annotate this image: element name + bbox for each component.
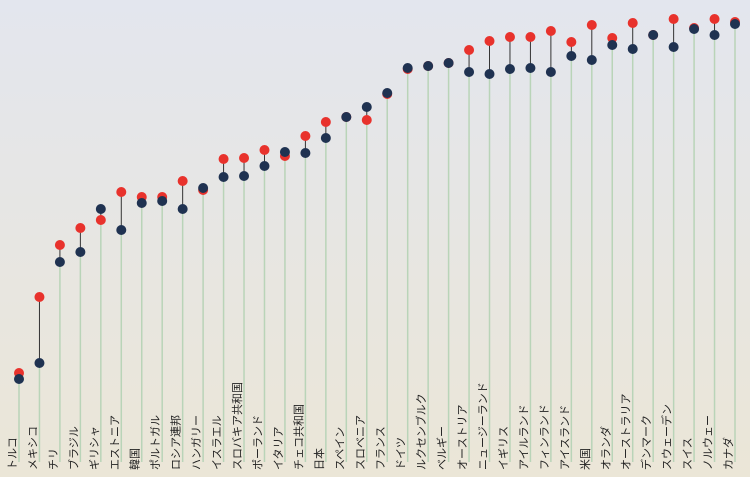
dot: [607, 40, 618, 50]
x-tick-label: エストニア: [108, 415, 121, 470]
dot: [709, 30, 720, 40]
dot: [259, 145, 270, 155]
dot: [464, 45, 475, 55]
dot: [484, 36, 495, 46]
x-tick-label: チェコ共和国: [292, 404, 305, 470]
dot: [627, 44, 638, 54]
dot: [177, 176, 188, 186]
x-tick-label: デンマーク: [639, 415, 653, 470]
dot: [566, 37, 577, 47]
dot: [279, 147, 290, 157]
x-tick-label: ハンガリー: [190, 415, 203, 470]
x-tick-label: ポルトガル: [149, 415, 162, 470]
dot: [402, 63, 413, 73]
x-tick-label: ニュージーランド: [477, 382, 490, 470]
dot: [54, 257, 65, 267]
x-tick-label: ルクセンブルク: [414, 393, 428, 470]
dot: [484, 69, 495, 79]
dot: [239, 171, 250, 181]
dot: [116, 187, 127, 197]
x-tick-label: スウェーデン: [660, 404, 674, 470]
dot: [525, 32, 536, 42]
dot: [54, 240, 65, 250]
x-tick-label: ドイツ: [395, 437, 408, 470]
x-tick-label: ベルギー: [436, 426, 449, 470]
dot: [668, 14, 679, 24]
dot: [34, 358, 45, 368]
dot: [300, 131, 311, 141]
dot: [34, 292, 45, 302]
dot: [545, 26, 556, 36]
x-tick-label: カナダ: [721, 437, 735, 470]
dot: [136, 198, 147, 208]
x-tick-label: スロバキア共和国: [231, 382, 244, 470]
dot: [320, 133, 331, 143]
dot: [730, 19, 740, 29]
dot: [504, 64, 515, 74]
dot: [423, 61, 434, 71]
dot: [525, 63, 536, 73]
dot: [566, 51, 577, 61]
dot: [95, 215, 106, 225]
dot: [218, 172, 229, 182]
dot: [504, 32, 515, 42]
x-tick-label: メキシコ: [26, 426, 39, 470]
x-tick-label: ロシア連邦: [169, 415, 183, 470]
x-tick-label: オーストラリア: [620, 394, 633, 470]
dot: [382, 88, 393, 98]
dot: [361, 102, 372, 112]
x-tick-label: フィンランド: [538, 404, 551, 470]
x-tick-label: ブラジル: [66, 426, 80, 470]
x-tick-label: 日本: [312, 448, 326, 470]
dot: [689, 24, 700, 34]
x-tick-label: 韓国: [129, 448, 142, 470]
x-tick-label: ギリシャ: [88, 426, 101, 470]
x-tick-label: ポーランド: [251, 415, 264, 470]
dot: [300, 148, 311, 158]
x-tick-label: ノルウェー: [702, 415, 715, 470]
dot: [668, 42, 679, 52]
dot: [259, 161, 270, 171]
dot: [443, 58, 454, 68]
x-tick-label: イスラエル: [211, 415, 224, 470]
dot: [586, 55, 597, 65]
dot: [648, 30, 659, 40]
dot: [198, 183, 209, 193]
dot: [95, 204, 106, 214]
x-tick-label: アイルランド: [517, 405, 530, 470]
x-tick-label: スロベニア: [354, 415, 367, 470]
x-tick-label: フランス: [374, 426, 387, 470]
dot: [14, 374, 24, 384]
dot: [627, 18, 638, 28]
x-tick-label: チリ: [47, 448, 60, 470]
dot: [177, 204, 188, 214]
dot: [607, 33, 618, 43]
x-tick-label: オランダ: [598, 426, 612, 470]
dot: [75, 223, 86, 233]
dot: [157, 196, 168, 206]
dot: [341, 112, 352, 122]
dot: [116, 225, 127, 235]
x-tick-label: アイスランド: [558, 405, 571, 470]
x-tick-label: イギリス: [497, 426, 510, 470]
dot: [239, 153, 250, 163]
dot: [464, 67, 475, 77]
dot: [75, 247, 86, 257]
x-tick-label: 米国: [579, 448, 592, 470]
x-tick-label: トルコ: [6, 437, 19, 470]
dot: [545, 67, 556, 77]
dot: [361, 115, 372, 125]
dot: [709, 14, 720, 24]
x-tick-label: イタリア: [272, 426, 285, 470]
dot: [320, 117, 331, 127]
dot: [218, 154, 229, 164]
dot: [586, 20, 597, 30]
x-tick-label: スイス: [681, 437, 694, 470]
x-tick-label: スペイン: [333, 427, 346, 470]
x-tick-label: オーストリア: [456, 405, 469, 470]
